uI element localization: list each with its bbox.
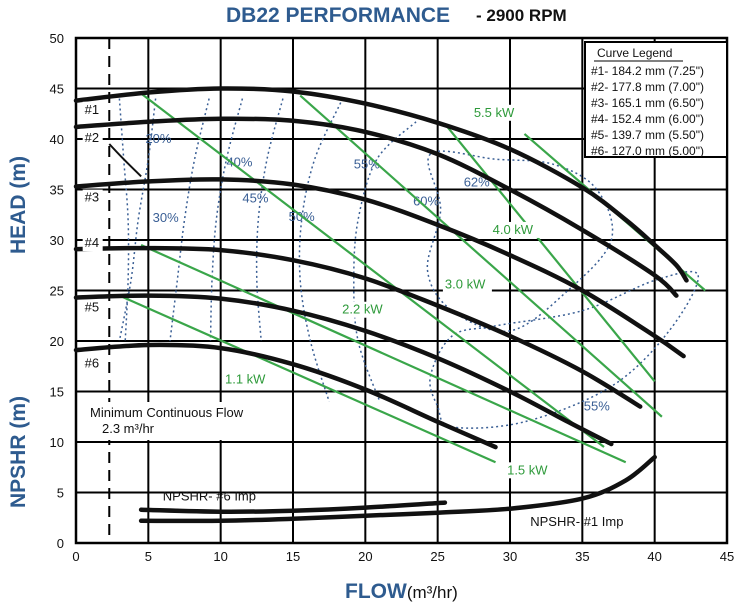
x-tick-label: 40 [647,549,661,564]
impeller-label: #6 [85,355,99,370]
x-tick-label: 20 [358,549,372,564]
power-label: 1.1 kW [225,371,266,386]
legend-entry-2: #2- 177.8 mm (7.00") [591,80,704,94]
x-tick-label: 10 [213,549,227,564]
power-label: 4.0 kW [493,222,534,237]
power-line [140,244,627,464]
impeller-label-bg [82,189,103,206]
efficiency-contour [298,102,342,402]
power-label-bg [223,371,273,388]
chart-title: DB22 PERFORMANCE [226,4,450,27]
legend: Curve Legend #1- 184.2 mm (7.25") #2- 17… [584,41,728,158]
legend-entry-5: #5- 139.7 mm (5.50") [591,128,704,142]
efficiency-contour [118,98,157,342]
efficiency-contour [353,121,417,402]
x-tick-label: 5 [145,549,152,564]
impeller-curve [73,293,614,447]
flow-axis-label: FLOW [345,580,407,603]
x-tick-label: 0 [72,549,79,564]
head-axis-title: HEAD (m) [7,156,30,254]
y-tick-label: 0 [57,536,64,551]
npshr-curves: NPSHR- #6 Imp NPSHR- #1 Imp [138,454,657,529]
impeller-curve [73,86,689,283]
y-tick-label: 5 [57,486,64,501]
power-label: 1.5 kW [507,462,548,477]
efficiency-contour [426,150,614,333]
efficiency-label: 45% [242,191,268,206]
power-label-bg [442,276,492,293]
legend-entry-6: #6- 127.0 mm (5.00") [591,144,704,158]
legend-entry-4: #4- 152.4 mm (6.00") [591,112,704,126]
npshr-axis-title: NPSHR (m) [7,396,30,508]
x-tick-label: 15 [286,549,300,564]
legend-title: Curve Legend [597,46,672,60]
impeller-curve [73,342,498,450]
y-tick-label: 15 [50,385,64,400]
power-line [444,123,656,383]
y-tick-label: 45 [50,82,64,97]
efficiency-label: 40% [226,154,252,169]
flow-axis-title: FLOW(m³/hr) [345,580,458,603]
impeller-label-bg [82,235,103,252]
impeller-label-bg [82,355,103,372]
mcf-label-line2: 2.3 m³/hr [102,421,155,436]
y-tick-label: 30 [50,233,64,248]
x-tick-label: 25 [430,549,444,564]
impeller-curve [73,116,679,298]
impeller-curves [73,86,689,450]
impeller-curve [73,245,643,409]
flow-axis-unit: (m³/hr) [407,583,458,602]
legend-entry-1: #1- 184.2 mm (7.25") [591,64,704,78]
axis-ticks: 0 5 10 15 20 25 30 35 40 45 0 5 10 15 20 25 30 35 40 45 50 [50,31,735,564]
power-label-bg [490,221,540,238]
power-label: 3.0 kW [445,276,486,291]
x-tick-label: 30 [503,549,517,564]
power-label: 5.5 kW [474,105,515,120]
mcf-label-bg [86,402,286,440]
y-tick-label: 40 [50,132,64,147]
efficiency-label: 20% [145,131,171,146]
power-label: 2.2 kW [342,302,383,317]
impeller-label: #5 [85,300,99,315]
efficiency-contour [118,98,130,342]
impeller-label-bg [82,299,103,316]
impeller-label-bg [82,101,103,118]
power-line [140,92,605,448]
npshr-label: NPSHR- #1 Imp [530,514,623,529]
impeller-label-bg [82,130,103,147]
impeller-curve [73,177,686,359]
y-tick-label: 50 [50,31,64,46]
curve-labels: #1 #2 #3 #4 #5 #6 [82,101,103,372]
y-tick-label: 25 [50,284,64,299]
y-tick-label: 20 [50,334,64,349]
power-line [118,294,496,464]
y-tick-label: 10 [50,435,64,450]
power-line [299,94,663,418]
legend-entry-3: #3- 165.1 mm (6.50") [591,96,704,110]
x-tick-label: 45 [720,549,734,564]
power-label-bg [340,301,390,318]
efficiency-label: 30% [153,210,179,225]
efficiency-contour [209,98,244,342]
power-label-bg [471,104,521,121]
x-tick-label: 35 [575,549,589,564]
impeller-label: #3 [85,190,99,205]
npshr-curve [138,454,657,524]
npshr-label: NPSHR- #6 Imp [163,489,256,504]
chart-subtitle: - 2900 RPM [476,6,567,25]
impeller-2-stub [108,143,142,178]
efficiency-label: 55% [584,399,610,414]
impeller-label: #1 [85,102,99,117]
efficiency-contour [429,270,699,429]
impeller-label: #2 [85,130,99,145]
y-tick-label: 35 [50,183,64,198]
npshr-curve [138,500,448,514]
impeller-label: #4 [85,235,99,250]
efficiency-label: 60% [413,194,439,209]
plot-frame [74,36,729,545]
power-label-bg [505,462,555,479]
mcf-label-line1: Minimum Continuous Flow [90,405,244,420]
